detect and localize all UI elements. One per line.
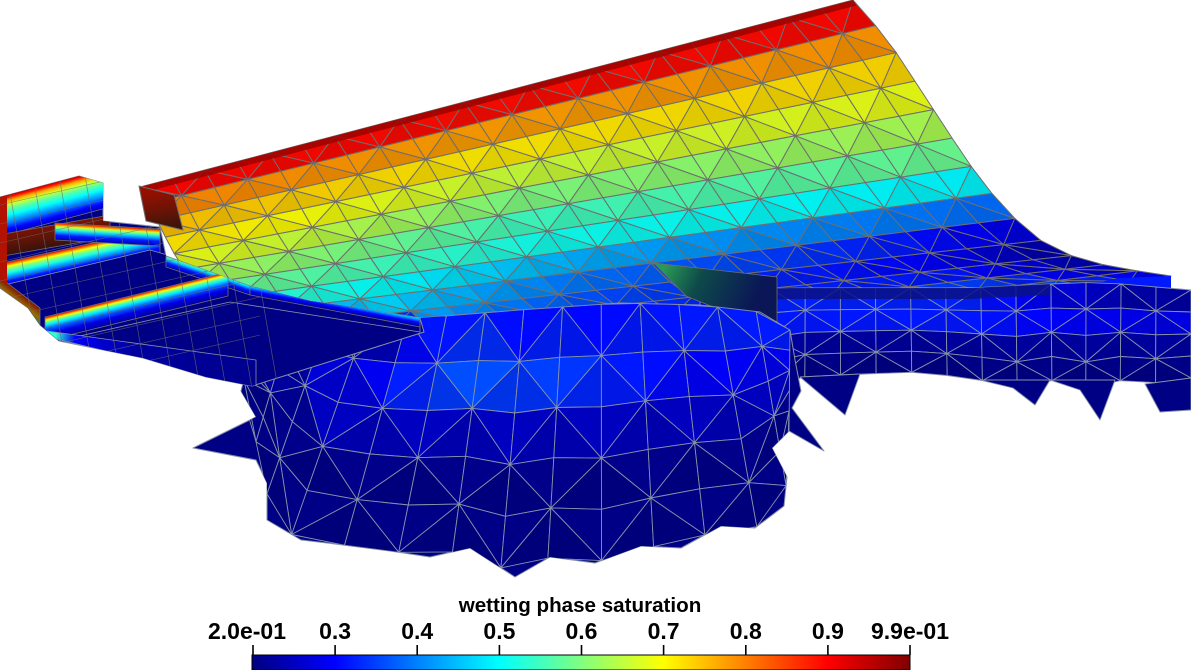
svg-text:2.0e-01: 2.0e-01 — [208, 618, 286, 644]
svg-text:0.6: 0.6 — [566, 618, 598, 644]
svg-text:0.7: 0.7 — [648, 618, 680, 644]
svg-text:0.9: 0.9 — [812, 618, 844, 644]
svg-text:0.3: 0.3 — [319, 618, 351, 644]
svg-text:0.8: 0.8 — [730, 618, 762, 644]
svg-text:0.5: 0.5 — [483, 618, 515, 644]
svg-text:9.9e-01: 9.9e-01 — [871, 618, 949, 644]
svg-text:wetting phase saturation: wetting phase saturation — [458, 594, 702, 617]
svg-text:0.4: 0.4 — [401, 618, 433, 644]
